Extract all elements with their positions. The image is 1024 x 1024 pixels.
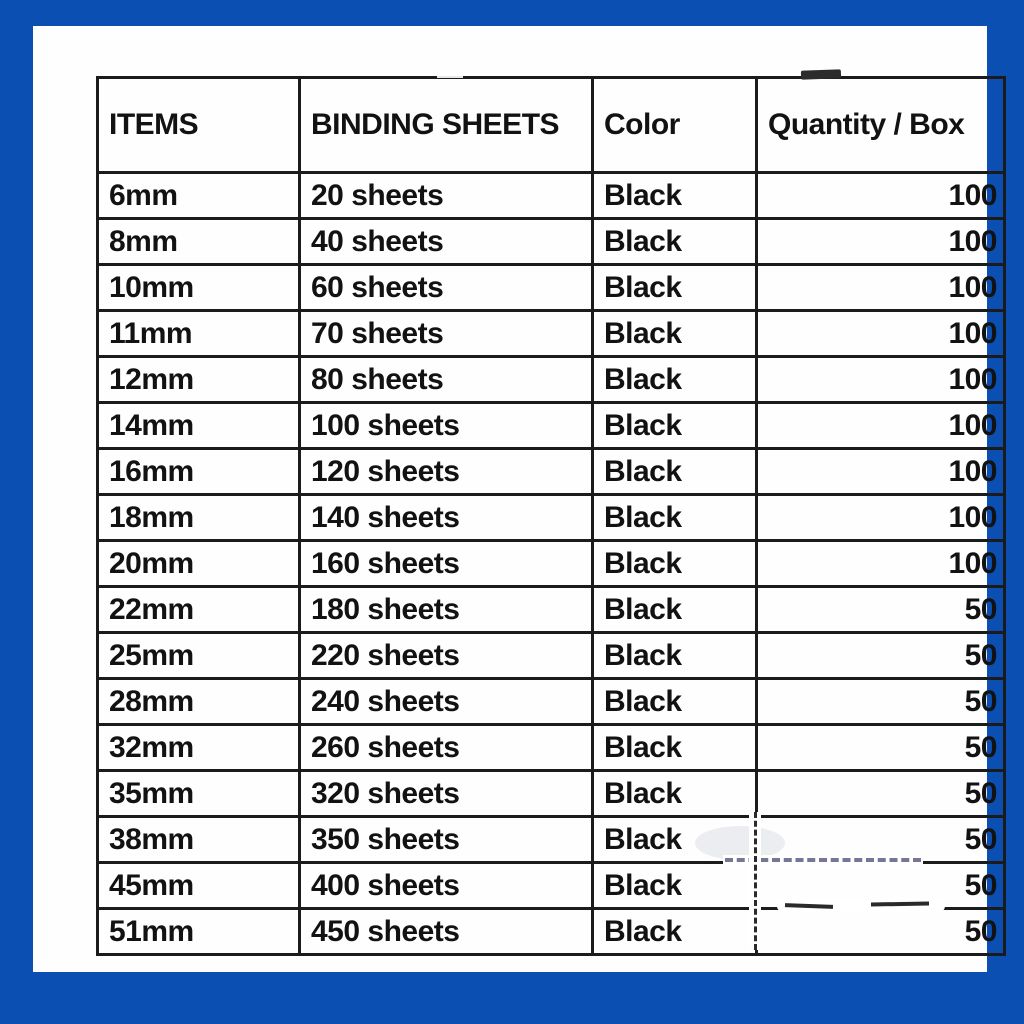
column-header-items: ITEMS bbox=[96, 76, 301, 174]
binding-spec-table: ITEMS BINDING SHEETS Color Quantity / Bo… bbox=[96, 76, 1006, 956]
cell-item: 14mm bbox=[96, 401, 301, 450]
cell-color: Black bbox=[591, 907, 758, 956]
table-row: 8mm 40 sheets Black 100 bbox=[96, 217, 1006, 266]
cell-sheets: 320 sheets bbox=[298, 769, 594, 818]
table-row: 22mm 180 sheets Black 50 bbox=[96, 585, 1006, 634]
table-row: 16mm 120 sheets Black 100 bbox=[96, 447, 1006, 496]
cell-item: 32mm bbox=[96, 723, 301, 772]
cell-quantity: 50 bbox=[755, 723, 1006, 772]
cell-color: Black bbox=[591, 631, 758, 680]
cell-quantity: 100 bbox=[755, 539, 1006, 588]
column-header-quantity: Quantity / Box bbox=[755, 76, 1006, 174]
cell-color: Black bbox=[591, 769, 758, 818]
table-body: 6mm 20 sheets Black 100 8mm 40 sheets Black 100… bbox=[96, 171, 1006, 956]
table-row: 6mm 20 sheets Black 100 bbox=[96, 171, 1006, 220]
cell-sheets: 180 sheets bbox=[298, 585, 594, 634]
table-row: 32mm 260 sheets Black 50 bbox=[96, 723, 1006, 772]
cell-quantity: 100 bbox=[755, 355, 1006, 404]
cell-item: 45mm bbox=[96, 861, 301, 910]
cell-sheets: 400 sheets bbox=[298, 861, 594, 910]
cell-color: Black bbox=[591, 677, 758, 726]
cell-color: Black bbox=[591, 493, 758, 542]
cell-color: Black bbox=[591, 539, 758, 588]
cell-sheets: 20 sheets bbox=[298, 171, 594, 220]
cell-sheets: 140 sheets bbox=[298, 493, 594, 542]
cell-sheets: 260 sheets bbox=[298, 723, 594, 772]
cell-item: 22mm bbox=[96, 585, 301, 634]
cell-quantity: 50 bbox=[755, 677, 1006, 726]
cell-sheets: 120 sheets bbox=[298, 447, 594, 496]
cell-item: 51mm bbox=[96, 907, 301, 956]
cell-quantity: 100 bbox=[755, 309, 1006, 358]
table-row: 18mm 140 sheets Black 100 bbox=[96, 493, 1006, 542]
cell-color: Black bbox=[591, 815, 758, 864]
cell-item: 38mm bbox=[96, 815, 301, 864]
cell-sheets: 350 sheets bbox=[298, 815, 594, 864]
table-row: 51mm 450 sheets Black 50 bbox=[96, 907, 1006, 956]
table-row: 28mm 240 sheets Black 50 bbox=[96, 677, 1006, 726]
table-row: 14mm 100 sheets Black 100 bbox=[96, 401, 1006, 450]
cell-quantity: 50 bbox=[755, 631, 1006, 680]
cell-color: Black bbox=[591, 171, 758, 220]
cell-item: 8mm bbox=[96, 217, 301, 266]
cell-quantity: 100 bbox=[755, 401, 1006, 450]
table-row: 25mm 220 sheets Black 50 bbox=[96, 631, 1006, 680]
cell-sheets: 40 sheets bbox=[298, 217, 594, 266]
cell-sheets: 80 sheets bbox=[298, 355, 594, 404]
cell-quantity: 50 bbox=[755, 769, 1006, 818]
table-row: 20mm 160 sheets Black 100 bbox=[96, 539, 1006, 588]
table-row: 10mm 60 sheets Black 100 bbox=[96, 263, 1006, 312]
cell-item: 11mm bbox=[96, 309, 301, 358]
cell-color: Black bbox=[591, 309, 758, 358]
table-row: 11mm 70 sheets Black 100 bbox=[96, 309, 1006, 358]
cell-quantity: 50 bbox=[755, 585, 1006, 634]
cell-color: Black bbox=[591, 723, 758, 772]
cell-sheets: 160 sheets bbox=[298, 539, 594, 588]
table-row: 35mm 320 sheets Black 50 bbox=[96, 769, 1006, 818]
cell-sheets: 70 sheets bbox=[298, 309, 594, 358]
cell-item: 6mm bbox=[96, 171, 301, 220]
table-row: 12mm 80 sheets Black 100 bbox=[96, 355, 1006, 404]
cell-quantity: 50 bbox=[755, 907, 1006, 956]
cell-sheets: 240 sheets bbox=[298, 677, 594, 726]
cell-color: Black bbox=[591, 401, 758, 450]
cell-color: Black bbox=[591, 861, 758, 910]
table-row: 45mm 400 sheets Black 50 bbox=[96, 861, 1006, 910]
cell-item: 20mm bbox=[96, 539, 301, 588]
table-header-row: ITEMS BINDING SHEETS Color Quantity / Bo… bbox=[96, 76, 1006, 174]
cell-quantity: 100 bbox=[755, 447, 1006, 496]
column-header-color: Color bbox=[591, 76, 758, 174]
content-panel: ITEMS BINDING SHEETS Color Quantity / Bo… bbox=[33, 26, 1006, 972]
cell-quantity: 100 bbox=[755, 171, 1006, 220]
cell-color: Black bbox=[591, 263, 758, 312]
cell-item: 35mm bbox=[96, 769, 301, 818]
cell-quantity: 50 bbox=[755, 861, 1006, 910]
cell-color: Black bbox=[591, 217, 758, 266]
cell-item: 16mm bbox=[96, 447, 301, 496]
cell-item: 28mm bbox=[96, 677, 301, 726]
column-header-sheets: BINDING SHEETS bbox=[298, 76, 594, 174]
cell-item: 25mm bbox=[96, 631, 301, 680]
cell-quantity: 50 bbox=[755, 815, 1006, 864]
cell-sheets: 220 sheets bbox=[298, 631, 594, 680]
cell-quantity: 100 bbox=[755, 493, 1006, 542]
cell-sheets: 450 sheets bbox=[298, 907, 594, 956]
table-row: 38mm 350 sheets Black 50 bbox=[96, 815, 1006, 864]
cell-quantity: 100 bbox=[755, 263, 1006, 312]
cell-quantity: 100 bbox=[755, 217, 1006, 266]
cell-color: Black bbox=[591, 585, 758, 634]
cell-item: 12mm bbox=[96, 355, 301, 404]
cell-sheets: 60 sheets bbox=[298, 263, 594, 312]
cell-item: 10mm bbox=[96, 263, 301, 312]
cell-color: Black bbox=[591, 447, 758, 496]
cell-item: 18mm bbox=[96, 493, 301, 542]
cell-color: Black bbox=[591, 355, 758, 404]
cell-sheets: 100 sheets bbox=[298, 401, 594, 450]
